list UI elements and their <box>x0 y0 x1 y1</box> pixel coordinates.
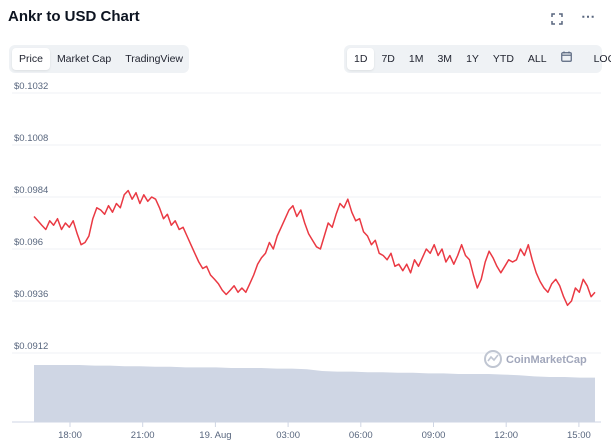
x-tick-label: 12:00 <box>494 430 518 441</box>
x-tick-label: 09:00 <box>422 430 446 441</box>
grid-lines <box>12 92 601 354</box>
tab-market-cap[interactable]: Market Cap <box>56 53 112 65</box>
calendar-icon <box>560 51 572 62</box>
range-1y[interactable]: 1Y <box>466 53 479 65</box>
x-tick-label: 21:00 <box>131 430 155 441</box>
range-tab-group: 1D 7D 1M 3M 1Y YTD ALL LOG <box>344 45 611 73</box>
x-axis-labels: 18:00 21:00 19. Aug 03:00 06:00 09:00 12:00 15:… <box>12 421 601 441</box>
y-tick-label: $0.0912 <box>14 341 48 352</box>
calendar-button[interactable] <box>554 48 579 70</box>
volume-area <box>34 365 595 422</box>
tab-tradingview[interactable]: TradingView <box>125 53 183 65</box>
watermark-text: CoinMarketCap <box>506 354 587 366</box>
volume-area-path <box>34 365 595 422</box>
y-tick-label: $0.0984 <box>14 185 48 196</box>
y-tick-label: $0.096 <box>14 237 43 248</box>
x-tick-label: 03:00 <box>276 430 300 441</box>
page-title: Ankr to USD Chart <box>8 8 140 25</box>
price-line-series[interactable] <box>33 189 596 307</box>
tab-price[interactable]: Price <box>12 48 50 70</box>
y-tick-label: $0.1032 <box>14 81 48 92</box>
range-3m[interactable]: 3M <box>437 53 453 65</box>
range-ytd[interactable]: YTD <box>492 53 514 65</box>
coinmarketcap-watermark: CoinMarketCap <box>484 350 587 368</box>
coinmarketcap-logo-icon <box>484 350 502 368</box>
range-1m[interactable]: 1M <box>408 53 424 65</box>
view-tab-group: Price Market Cap TradingView <box>9 45 189 73</box>
fullscreen-icon[interactable] <box>551 12 563 28</box>
more-icon[interactable]: ⋯ <box>581 8 596 24</box>
y-tick-label: $0.1008 <box>14 133 48 144</box>
range-1d[interactable]: 1D <box>347 48 375 70</box>
y-axis-labels: $0.1032 $0.1008 $0.0984 $0.096 $0.0936 $0.091… <box>14 81 48 352</box>
price-line[interactable] <box>33 189 596 307</box>
x-tick-label: 15:00 <box>567 430 591 441</box>
range-7d[interactable]: 7D <box>381 53 395 65</box>
x-tick-label: 18:00 <box>58 430 82 441</box>
x-tick-label: 19. Aug <box>199 430 231 441</box>
coinmarketcap-logo-wave <box>487 354 499 362</box>
y-tick-label: $0.0936 <box>14 289 48 300</box>
x-tick-label: 06:00 <box>349 430 373 441</box>
log-scale-button[interactable]: LOG <box>593 53 611 65</box>
fullscreen-icon-glyph <box>551 13 563 25</box>
range-all[interactable]: ALL <box>527 53 547 65</box>
